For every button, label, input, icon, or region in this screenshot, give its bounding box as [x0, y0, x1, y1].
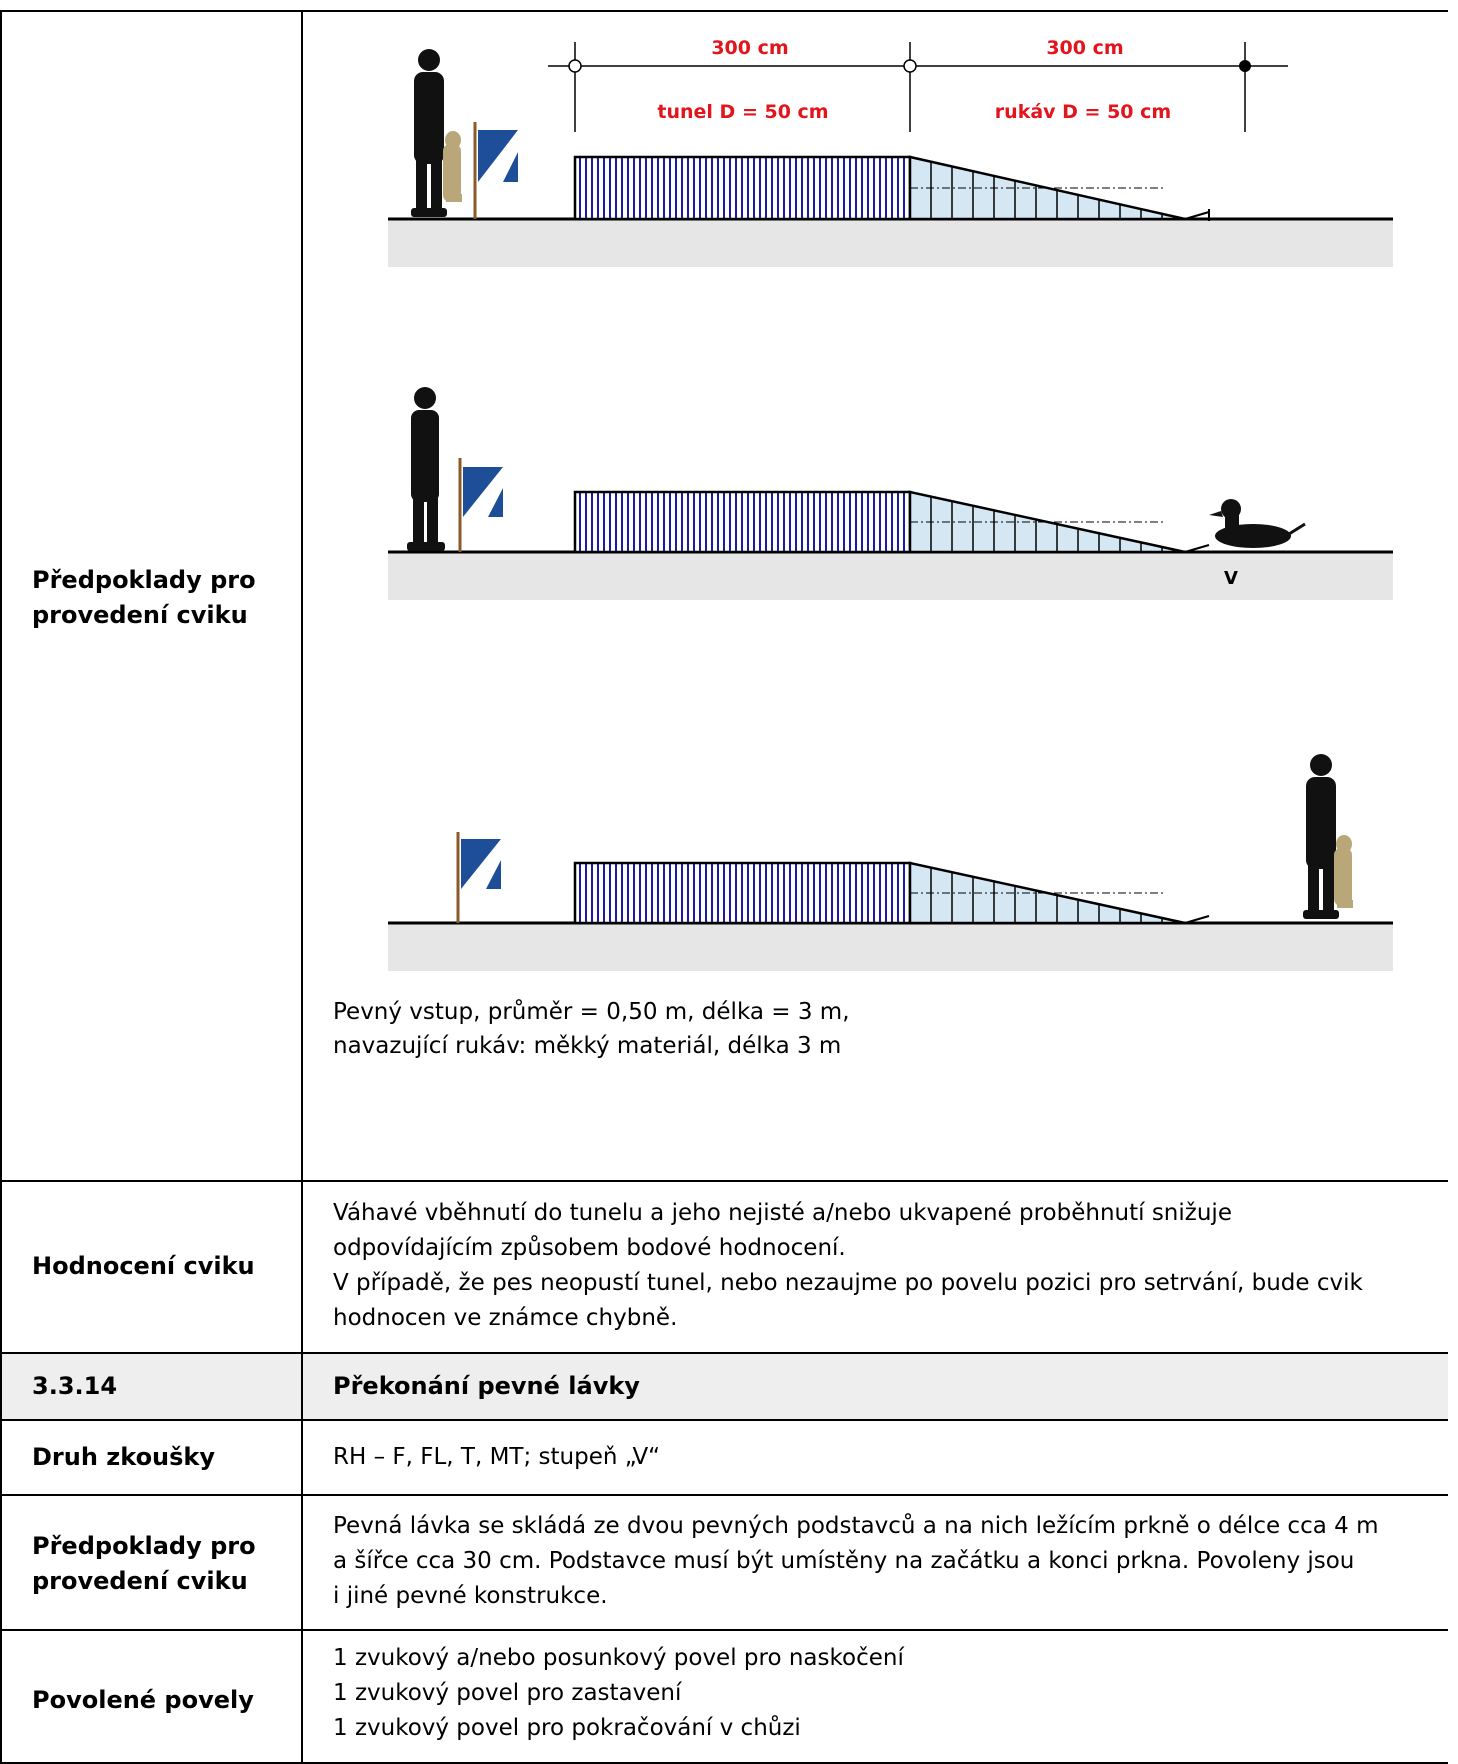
- dog-silhouette: [443, 131, 462, 202]
- dog-silhouette: [1334, 835, 1353, 908]
- evaluation-text: Váhavé vběhnutí do tunelu a jeho nejisté…: [333, 1200, 1363, 1331]
- section-header-row: 3.3.14 Překonání pevné lávky: [0, 1352, 1448, 1419]
- table-row-bridge-conditions: Předpoklady pro provedení cviku Pevná lá…: [0, 1494, 1448, 1629]
- section-number: 3.3.14: [32, 1372, 118, 1400]
- tunnel: [573, 155, 912, 221]
- row-label: Druh zkoušky: [32, 1443, 216, 1471]
- dog-lying-silhouette: [1209, 499, 1306, 548]
- tunnel-diagram: 300 cm 300 cm tunel D = 50 cm rukáv D = …: [388, 37, 1393, 971]
- dim-left-label: 300 cm: [711, 37, 788, 59]
- row-label: Povolené povely: [32, 1686, 254, 1714]
- content-cell: 300 cm 300 cm tunel D = 50 cm rukáv D = …: [303, 12, 1448, 1180]
- handler-silhouette: [411, 49, 447, 217]
- scene-2: V: [388, 387, 1393, 600]
- tunnel-description: Pevný vstup, průměr = 0,50 m, délka = 3 …: [333, 999, 850, 1059]
- table-row-evaluation: Hodnocení cviku Váhavé vběhnutí do tunel…: [0, 1180, 1448, 1352]
- section-title: Překonání pevné lávky: [333, 1372, 640, 1400]
- exam-type-text: RH – F, FL, T, MT; stupeň „V“: [333, 1444, 661, 1470]
- tunnel: [573, 861, 912, 925]
- bridge-conditions-text: Pevná lávka se skládá ze dvou pevných po…: [333, 1513, 1379, 1609]
- scene-3: [388, 754, 1393, 971]
- tunnel: [573, 490, 912, 554]
- dim-right-label: 300 cm: [1046, 37, 1123, 59]
- scene-1: 300 cm 300 cm tunel D = 50 cm rukáv D = …: [388, 37, 1393, 267]
- sleeve-label: rukáv D = 50 cm: [995, 101, 1171, 123]
- table-row-exam-type: Druh zkoušky RH – F, FL, T, MT; stupeň „…: [0, 1419, 1448, 1494]
- row-label: Předpoklady pro provedení cviku: [32, 1532, 256, 1595]
- ground: [388, 219, 1393, 267]
- table-row-allowed-commands: Povolené povely 1 zvukový a/nebo posunko…: [0, 1629, 1448, 1764]
- marker-v: V: [1224, 568, 1238, 589]
- label-cell: Předpoklady pro provedení cviku: [0, 12, 303, 1180]
- allowed-commands-text: 1 zvukový a/nebo posunkový povel pro nas…: [333, 1645, 904, 1741]
- handler-silhouette: [407, 387, 445, 551]
- row-label: Předpoklady pro provedení cviku: [32, 566, 256, 629]
- handler-silhouette: [1303, 754, 1339, 919]
- row-label: Hodnocení cviku: [32, 1252, 255, 1280]
- table-row-tunnel-conditions: Předpoklady pro provedení cviku: [0, 10, 1448, 1180]
- tunnel-label: tunel D = 50 cm: [657, 101, 828, 123]
